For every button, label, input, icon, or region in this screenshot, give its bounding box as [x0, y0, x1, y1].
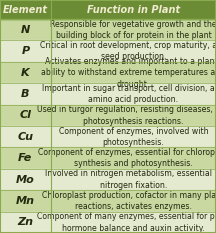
Text: N: N — [21, 25, 30, 35]
Bar — [51, 126, 216, 147]
Text: Activates enzymes and important to a plants
ability to withstand extreme tempera: Activates enzymes and important to a pla… — [41, 57, 216, 89]
Bar — [51, 169, 216, 190]
Text: Function in Plant: Function in Plant — [87, 5, 180, 14]
Text: Used in turgor regulation, resisting diseases, and
photosynthesis reactions.: Used in turgor regulation, resisting dis… — [37, 105, 216, 126]
Text: Involved in nitrogen metabolism, essential in
nitrogen fixation.: Involved in nitrogen metabolism, essenti… — [45, 169, 216, 190]
Bar — [51, 19, 216, 41]
Text: Component of enzymes, involved with
photosynthesis.: Component of enzymes, involved with phot… — [59, 127, 208, 147]
Bar — [0, 105, 51, 126]
Text: P: P — [21, 46, 29, 56]
Bar — [0, 169, 51, 190]
Bar — [0, 190, 51, 212]
Bar — [0, 62, 51, 83]
Text: Mn: Mn — [16, 196, 35, 206]
Bar — [0, 19, 51, 41]
Text: Mo: Mo — [16, 175, 35, 185]
Text: Chloroplast production, cofactor in many plant
reactions, activates enzymes.: Chloroplast production, cofactor in many… — [42, 191, 216, 211]
Bar — [51, 62, 216, 83]
Text: Cu: Cu — [17, 132, 33, 142]
Text: Responsible for vegetative growth and the
building block of for protein in the p: Responsible for vegetative growth and th… — [50, 20, 216, 40]
Bar — [0, 0, 216, 19]
Text: B: B — [21, 89, 30, 99]
Bar — [0, 83, 51, 105]
Text: Element: Element — [3, 5, 48, 14]
Text: Fe: Fe — [18, 153, 32, 163]
Text: K: K — [21, 68, 30, 78]
Bar — [0, 41, 51, 62]
Text: Important in sugar transport, cell division, and
amino acid production.: Important in sugar transport, cell divis… — [42, 84, 216, 104]
Text: Critical in root development, crop maturity, and
seed production.: Critical in root development, crop matur… — [40, 41, 216, 62]
Text: Cl: Cl — [19, 110, 31, 120]
Bar — [51, 41, 216, 62]
Text: Component of enzymes, essential for chlorophyll
synthesis and photosynthesis.: Component of enzymes, essential for chlo… — [38, 148, 216, 168]
Text: Zn: Zn — [17, 217, 33, 227]
Bar — [51, 105, 216, 126]
Bar — [0, 212, 51, 233]
Bar — [0, 147, 51, 169]
Text: Component of many enzymes, essential for plant
hormone balance and auxin activit: Component of many enzymes, essential for… — [37, 212, 216, 233]
Bar — [51, 83, 216, 105]
Bar — [0, 126, 51, 147]
Bar — [51, 212, 216, 233]
Bar — [51, 147, 216, 169]
Bar — [51, 190, 216, 212]
